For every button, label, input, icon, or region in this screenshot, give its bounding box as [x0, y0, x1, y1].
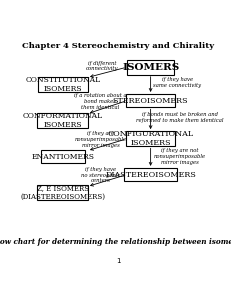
Text: CONSTITUTIONAL
ISOMERS: CONSTITUTIONAL ISOMERS [25, 76, 100, 93]
Text: 1: 1 [116, 258, 121, 264]
Text: Flow chart for determining the relationship between isomers.: Flow chart for determining the relations… [0, 238, 231, 246]
Text: CONFIGURATIONAL
ISOMERS: CONFIGURATIONAL ISOMERS [108, 130, 194, 147]
Text: Chapter 4 Stereochemistry and Chirality: Chapter 4 Stereochemistry and Chirality [22, 42, 214, 50]
Text: if they have
no stereogenic
centers: if they have no stereogenic centers [81, 167, 120, 183]
Text: if a rotation about a
bond makes
them identical: if a rotation about a bond makes them id… [74, 93, 127, 110]
Text: if they are
nonsuperimposable
mirror images: if they are nonsuperimposable mirror ima… [74, 131, 127, 148]
Text: ISOMERS: ISOMERS [122, 63, 179, 72]
FancyBboxPatch shape [124, 168, 177, 181]
Text: if different
connectivity: if different connectivity [86, 61, 119, 71]
FancyBboxPatch shape [38, 77, 88, 92]
Text: Z, E ISOMERS
(DIASTEREOISOMERS): Z, E ISOMERS (DIASTEREOISOMERS) [20, 184, 105, 201]
FancyBboxPatch shape [37, 185, 88, 200]
Text: if bonds must be broken and
reformed to make them identical: if bonds must be broken and reformed to … [136, 112, 224, 123]
Text: STEREOISOMERS: STEREOISOMERS [113, 97, 188, 105]
FancyBboxPatch shape [37, 113, 88, 128]
Text: ENANTIOMERS: ENANTIOMERS [31, 153, 94, 161]
Text: DIASTEREOISOMERS: DIASTEREOISOMERS [105, 171, 196, 178]
FancyBboxPatch shape [127, 60, 174, 75]
Text: if they have
same connectivity: if they have same connectivity [153, 77, 201, 88]
FancyBboxPatch shape [41, 150, 85, 163]
FancyBboxPatch shape [126, 94, 175, 107]
FancyBboxPatch shape [126, 131, 175, 146]
Text: if they are not
nonsuperimposable
mirror images: if they are not nonsuperimposable mirror… [154, 148, 206, 165]
Text: CONFORMATIONAL
ISOMERS: CONFORMATIONAL ISOMERS [23, 112, 103, 129]
